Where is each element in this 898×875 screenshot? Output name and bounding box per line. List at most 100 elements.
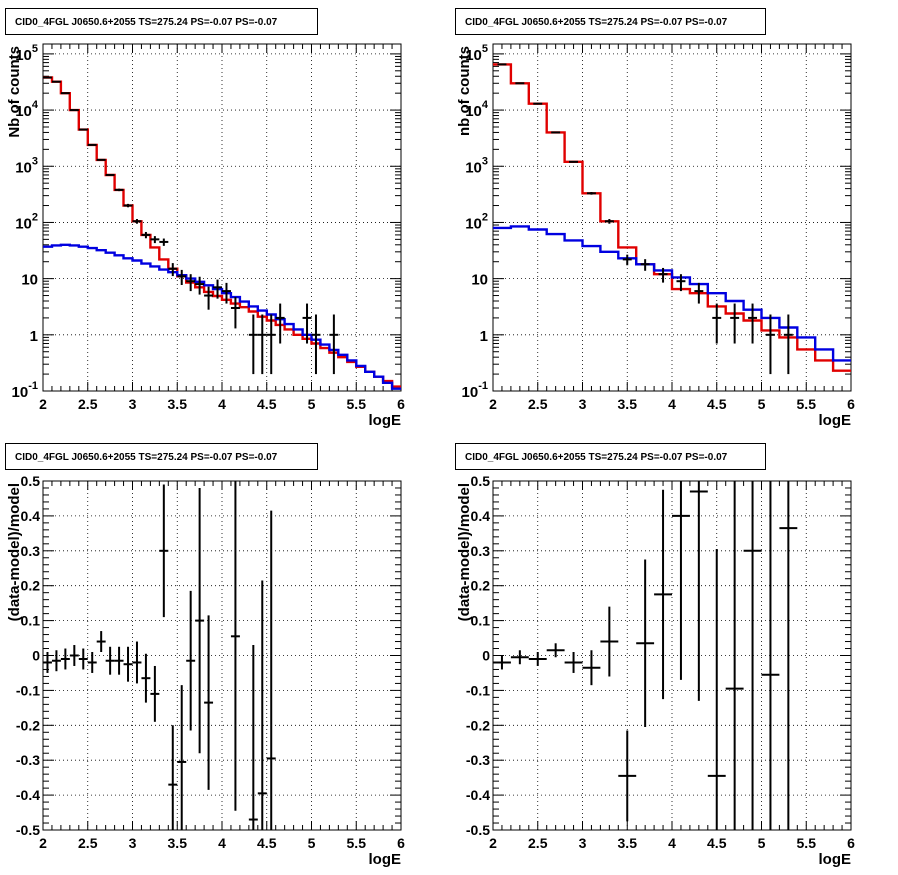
y-axis-label: (data-model)/model xyxy=(456,483,473,621)
chart-title: CID0_4FGL J0650.6+2055 TS=275.24 PS=-0.0… xyxy=(15,452,278,463)
residual-point xyxy=(51,650,61,672)
residual-point xyxy=(150,665,160,722)
title-box xyxy=(455,443,766,470)
title-box xyxy=(5,443,318,470)
x-axis: 2 2.5 3 3.5 4 4.5 5 5.5 6 xyxy=(489,481,855,851)
residual-point xyxy=(105,646,115,675)
x-tick-label: 2 xyxy=(489,396,497,412)
data-point xyxy=(150,236,160,244)
data-point xyxy=(168,263,178,277)
x-tick-label: 6 xyxy=(397,396,405,412)
x-tick-label: 6 xyxy=(397,835,405,851)
x-axis: 2 2.5 3 3.5 4 4.5 5 5.5 6 xyxy=(489,44,855,412)
y-axis: -0.5 -0.4 -0.3 -0.2 -0.1 0 0.1 0.2 0.3 0.4 0.5 xyxy=(466,473,851,838)
x-tick-label: 3.5 xyxy=(168,835,188,851)
x-tick-label: 3 xyxy=(579,835,587,851)
x-axis: 2 2.5 3 3.5 4 4.5 5 5.5 6 xyxy=(39,44,405,412)
y-tick-base: 10 xyxy=(465,103,482,120)
data-point xyxy=(230,297,240,329)
y-tick-base: 10 xyxy=(15,47,32,64)
x-tick-label: 5 xyxy=(308,835,316,851)
x-tick-label: 2.5 xyxy=(528,835,548,851)
y-tick-label: -0.3 xyxy=(16,752,40,768)
residual-point xyxy=(761,481,780,830)
y-tick-label: 102 xyxy=(465,211,488,232)
x-tick-label: 4.5 xyxy=(707,396,727,412)
x-tick-label: 5 xyxy=(308,396,316,412)
y-tick-exponent: 2 xyxy=(482,211,488,223)
y-tick-exponent: 4 xyxy=(482,99,489,111)
y-tick-label: 104 xyxy=(15,99,39,120)
residual-point xyxy=(230,481,240,811)
residual-point xyxy=(87,652,97,673)
data-point xyxy=(186,274,196,292)
x-axis-label: logE xyxy=(369,851,402,868)
y-tick-label: 0.3 xyxy=(21,543,41,559)
residual-point xyxy=(654,489,672,700)
y-tick-label: 0.2 xyxy=(21,578,41,594)
y-tick-label: 0.4 xyxy=(21,508,41,524)
y-tick-base: 10 xyxy=(15,103,32,120)
y-tick-label: -0.5 xyxy=(16,822,40,838)
chart-title: CID0_4FGL J0650.6+2055 TS=275.24 PS=-0.0… xyxy=(15,17,278,28)
y-tick-exponent: 3 xyxy=(482,155,488,167)
x-tick-label: 6 xyxy=(847,835,855,851)
data-point xyxy=(257,314,267,375)
data-point xyxy=(329,314,339,375)
residual-point xyxy=(266,510,276,830)
chart-title: CID0_4FGL J0650.6+2055 TS=275.24 PS=-0.0… xyxy=(465,17,728,28)
panel-residuals-left: CID0_4FGL J0650.6+2055 TS=275.24 PS=-0.0… xyxy=(5,443,405,868)
residual-point xyxy=(493,655,511,670)
data-point xyxy=(132,219,142,224)
residual-point xyxy=(636,559,655,728)
x-tick-label: 4.5 xyxy=(257,396,277,412)
y-tick-label: 0.1 xyxy=(21,613,41,629)
data-point xyxy=(78,128,88,131)
data-point xyxy=(569,160,579,163)
x-tick-label: 5 xyxy=(758,396,766,412)
x-axis-label: logE xyxy=(369,412,402,429)
panel-counts-left: CID0_4FGL J0650.6+2055 TS=275.24 PS=-0.0… xyxy=(5,8,405,429)
x-axis: 2 2.5 3 3.5 4 4.5 5 5.5 6 xyxy=(39,481,405,851)
y-tick-base: 10 xyxy=(465,159,482,176)
y-tick-base: 10 xyxy=(465,47,482,64)
data-point xyxy=(96,158,106,161)
data-point xyxy=(658,267,668,283)
y-tick-base: 10 xyxy=(462,384,479,401)
residual-point xyxy=(159,484,169,618)
x-tick-label: 5.5 xyxy=(347,396,367,412)
residual-point xyxy=(743,481,762,830)
x-tick-label: 6 xyxy=(847,396,855,412)
y-tick-label: 1 xyxy=(30,328,38,345)
data-point xyxy=(222,282,231,304)
residual-point xyxy=(582,650,601,686)
x-tick-label: 5.5 xyxy=(797,396,817,412)
data-point xyxy=(87,143,97,146)
y-tick-label: -0.4 xyxy=(466,787,490,803)
panel-counts-right: CID0_4FGL J0650.6+2055 TS=275.24 PS=-0.0… xyxy=(455,8,855,429)
x-tick-label: 4 xyxy=(218,835,226,851)
data-point xyxy=(248,314,258,375)
residual-point xyxy=(96,631,106,653)
residual-point xyxy=(779,481,798,830)
y-tick-label: 104 xyxy=(465,99,489,120)
y-tick-exponent: 4 xyxy=(32,99,39,111)
data-point xyxy=(213,279,222,299)
y-tick-label: 105 xyxy=(465,43,488,64)
data-point xyxy=(783,314,793,375)
grid xyxy=(43,44,401,391)
x-tick-label: 2 xyxy=(39,396,47,412)
residual-points xyxy=(493,481,798,830)
y-tick-exponent: -1 xyxy=(478,380,488,392)
y-tick-exponent: 3 xyxy=(32,155,38,167)
y-tick-label: 1 xyxy=(480,328,488,345)
x-tick-label: 3.5 xyxy=(168,396,188,412)
y-axis-label: (data-model)/model xyxy=(6,483,23,621)
y-tick-label: 102 xyxy=(15,211,38,232)
data-point xyxy=(694,282,704,304)
residual-point xyxy=(725,481,744,830)
y-tick-label: 0.2 xyxy=(471,578,491,594)
x-tick-label: 5 xyxy=(758,835,766,851)
residual-point xyxy=(510,650,529,665)
y-tick-label: 0.5 xyxy=(471,473,491,489)
